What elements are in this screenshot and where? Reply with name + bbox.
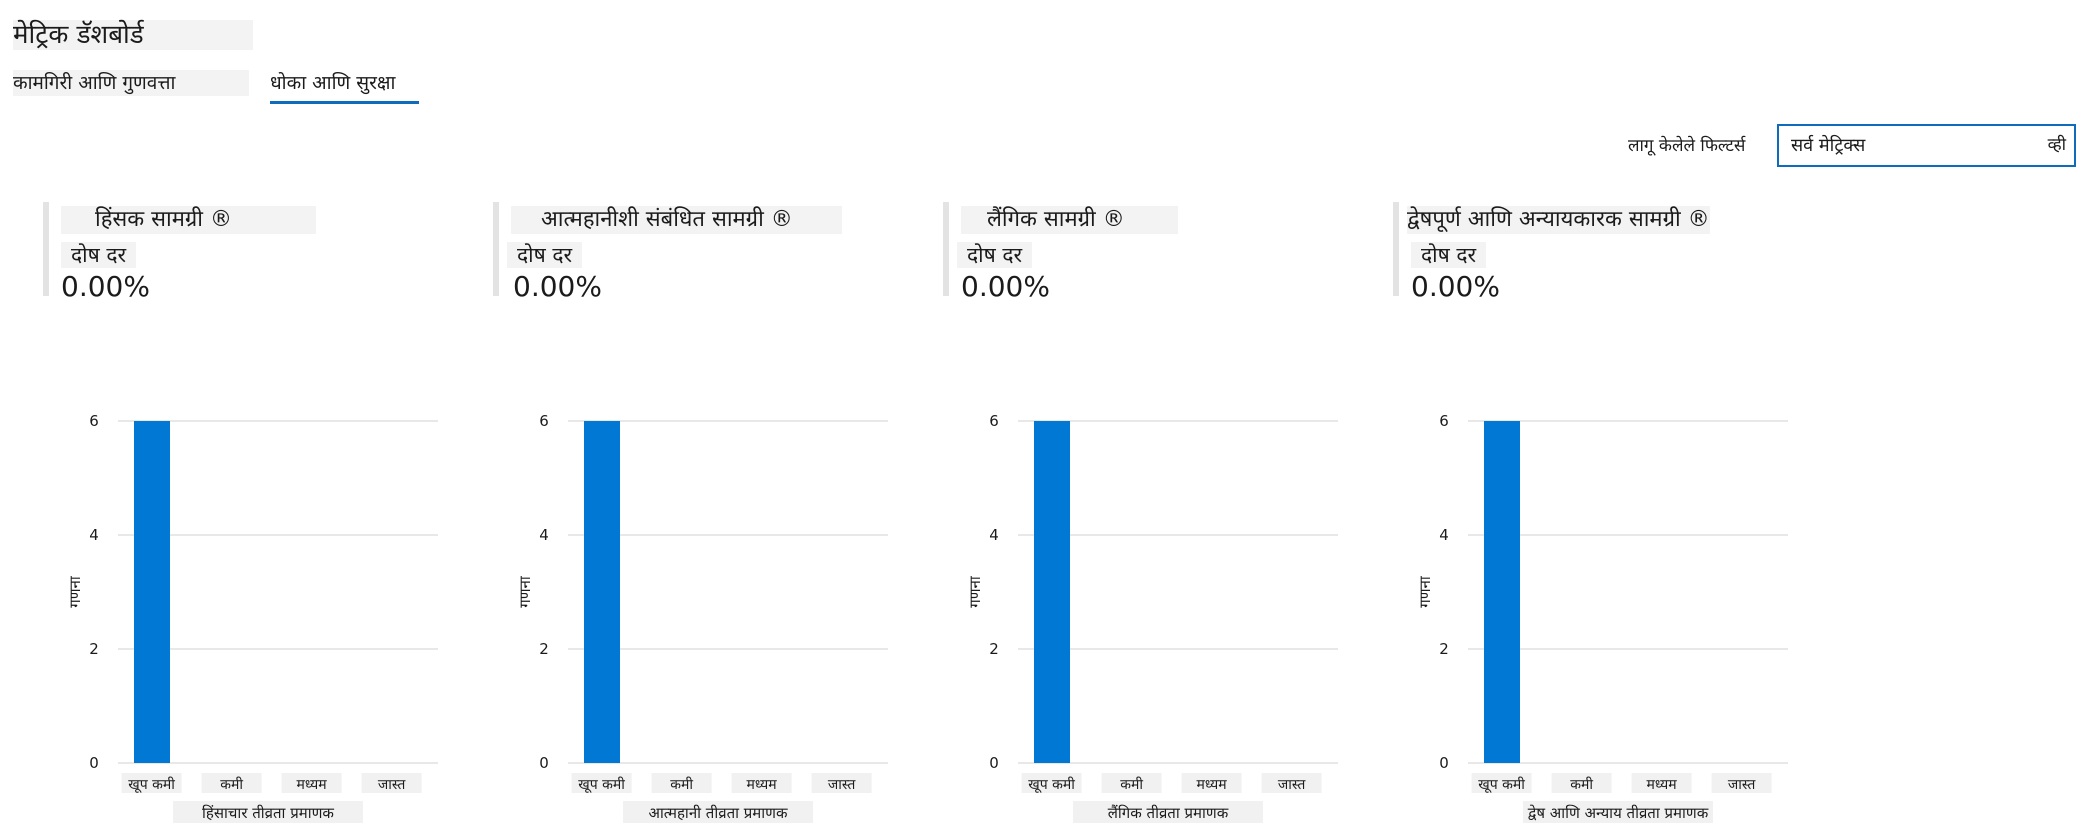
severity-bar-chart: 0 2 4 6 खूप कमी कमी मध्यम जास्त गणना हिंसाचार तीव… — [66, 412, 438, 823]
y-tick-label: 0 — [89, 754, 99, 772]
y-axis-title: गणना — [966, 575, 984, 608]
page-title: मेट्रिक डॅशबोर्ड — [13, 20, 253, 50]
y-tick-label: 6 — [989, 412, 999, 430]
x-tick-label: कमी — [1120, 776, 1143, 793]
x-axis-title: हिंसाचार तीव्रता प्रमाणक — [202, 804, 334, 822]
x-tick-label: जास्त — [378, 777, 406, 793]
x-tick-label: मध्यम — [747, 777, 778, 793]
tab-risk-safety[interactable]: धोका आणि सुरक्षा — [270, 72, 396, 94]
x-tick-label: मध्यम — [297, 777, 328, 793]
x-tick-label: खूप कमी — [128, 776, 175, 793]
y-tick-label: 6 — [89, 412, 99, 430]
panel-title: आत्महानीशी संबंधित सामग्री ® — [511, 206, 842, 234]
panel-title: हिंसक सामग्री ® — [61, 206, 316, 234]
defect-rate-value: 0.00% — [513, 270, 602, 303]
x-tick-label: जास्त — [1278, 777, 1306, 793]
panel-accent-bar — [943, 202, 949, 296]
x-tick-label: कमी — [670, 776, 693, 793]
metric-panel-violent: हिंसक सामग्री ® दोष दर 0.00% 0 2 4 6 खूप कमी… — [43, 200, 483, 823]
x-tick-label: खूप कमी — [1028, 776, 1075, 793]
metric-panel-self-harm: आत्महानीशी संबंधित सामग्री ® दोष दर 0.00… — [493, 200, 933, 823]
bar[interactable] — [134, 421, 170, 763]
severity-bar-chart: 0 2 4 6 खूप कमी कमी मध्यम जास्त गणना द्वेष आणि अन… — [1416, 412, 1788, 823]
filter-more-button[interactable]: व्ही — [2047, 135, 2066, 155]
y-tick-label: 4 — [539, 526, 549, 544]
x-axis-title: आत्महानी तीव्रता प्रमाणक — [648, 804, 788, 822]
y-tick-label: 4 — [1439, 526, 1449, 544]
bar[interactable] — [584, 421, 620, 763]
metric-panel-hate-unfairness: द्वेषपूर्ण आणि अन्यायकारक सामग्री ® दोष … — [1393, 200, 1833, 823]
applied-filters-label: लागू केलेले फिल्टर्स — [1628, 136, 1746, 156]
defect-rate-value: 0.00% — [61, 270, 150, 303]
x-tick-label: मध्यम — [1197, 777, 1228, 793]
defect-rate-label: दोष दर — [61, 242, 137, 268]
bar[interactable] — [1034, 421, 1070, 763]
severity-bar-chart: 0 2 4 6 खूप कमी कमी मध्यम जास्त गणना आत्महानी तीव… — [516, 412, 888, 823]
panel-title: लैंगिक सामग्री ® — [961, 206, 1178, 234]
active-tab-indicator — [270, 101, 419, 104]
y-tick-label: 4 — [89, 526, 99, 544]
x-tick-label: खूप कमी — [578, 776, 625, 793]
defect-rate-label: दोष दर — [957, 242, 1033, 268]
defect-rate-label: दोष दर — [1411, 242, 1487, 268]
panel-accent-bar — [1393, 202, 1399, 296]
defect-rate-label: दोष दर — [507, 242, 583, 268]
metric-panel-sexual: लैंगिक सामग्री ® दोष दर 0.00% 0 2 4 6 खूप कम… — [943, 200, 1383, 823]
y-tick-label: 2 — [89, 640, 99, 658]
x-tick-label: मध्यम — [1647, 777, 1678, 793]
x-tick-label: कमी — [220, 776, 243, 793]
y-tick-label: 0 — [989, 754, 999, 772]
panel-title: द्वेषपूर्ण आणि अन्यायकारक सामग्री ® — [1407, 206, 1710, 234]
y-tick-label: 4 — [989, 526, 999, 544]
y-tick-label: 2 — [989, 640, 999, 658]
y-axis-title: गणना — [66, 575, 84, 608]
panel-accent-bar — [493, 202, 499, 296]
defect-rate-value: 0.00% — [1411, 270, 1500, 303]
x-tick-label: कमी — [1570, 776, 1593, 793]
x-tick-label: खूप कमी — [1478, 776, 1525, 793]
y-tick-label: 0 — [1439, 754, 1449, 772]
metrics-filter-value: सर्व मेट्रिक्स — [1791, 135, 1866, 156]
x-axis-title: लैंगिक तीव्रता प्रमाणक — [1108, 804, 1229, 822]
metrics-filter-dropdown[interactable]: सर्व मेट्रिक्स व्ही — [1777, 124, 2076, 167]
y-tick-label: 6 — [539, 412, 549, 430]
bar[interactable] — [1484, 421, 1520, 763]
x-tick-label: जास्त — [1728, 777, 1756, 793]
panel-accent-bar — [43, 202, 49, 296]
x-axis-title: द्वेष आणि अन्याय तीव्रता प्रमाणक — [1528, 804, 1709, 822]
severity-bar-chart: 0 2 4 6 खूप कमी कमी मध्यम जास्त गणना लैंगिक तीव्र… — [966, 412, 1338, 823]
tab-performance-quality[interactable]: कामगिरी आणि गुणवत्ता — [13, 70, 249, 96]
y-tick-label: 6 — [1439, 412, 1449, 430]
y-tick-label: 2 — [539, 640, 549, 658]
y-tick-label: 2 — [1439, 640, 1449, 658]
y-tick-label: 0 — [539, 754, 549, 772]
y-axis-title: गणना — [1416, 575, 1434, 608]
x-tick-label: जास्त — [828, 777, 856, 793]
defect-rate-value: 0.00% — [961, 270, 1050, 303]
y-axis-title: गणना — [516, 575, 534, 608]
